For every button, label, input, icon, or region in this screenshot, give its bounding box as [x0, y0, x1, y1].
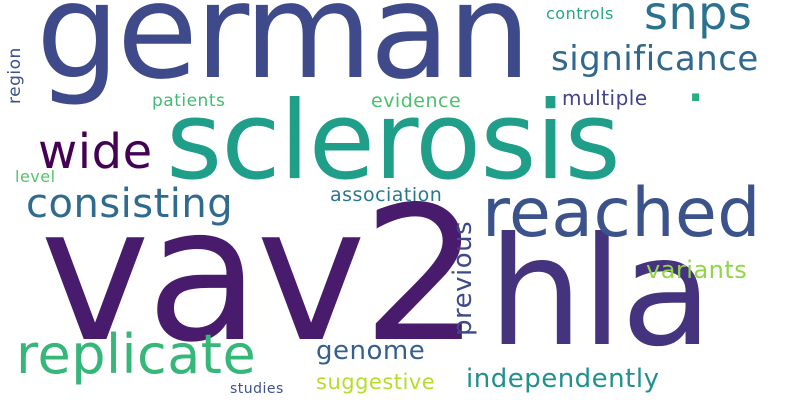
word-vav2: vav2: [40, 166, 480, 383]
word-association: association: [330, 184, 443, 206]
word-evidence: evidence: [371, 90, 462, 112]
word-variants: variants: [646, 256, 748, 284]
word-hla: hla: [488, 206, 713, 380]
word-region: region: [5, 47, 25, 104]
word-patients: patients: [152, 91, 226, 111]
word-studies: studies: [230, 381, 284, 397]
word-snps: snps: [644, 0, 753, 40]
word-significance: significance: [551, 39, 759, 79]
word-suggestive: suggestive: [316, 370, 436, 394]
word-german: german: [36, 0, 531, 109]
word-previous: previous: [448, 220, 478, 336]
word-sclerosis: sclerosis: [166, 79, 621, 204]
word-independently: independently: [466, 364, 660, 394]
word-wide: wide: [38, 124, 153, 180]
word-controls: controls: [546, 4, 614, 23]
word-level: level: [15, 167, 56, 186]
word-consisting: consisting: [26, 181, 234, 227]
word-genome: genome: [316, 336, 426, 366]
word-dot: .: [688, 65, 704, 111]
word-replicate: replicate: [16, 323, 257, 386]
word-reached: reached: [482, 174, 761, 253]
word-multiple: multiple: [562, 86, 648, 110]
